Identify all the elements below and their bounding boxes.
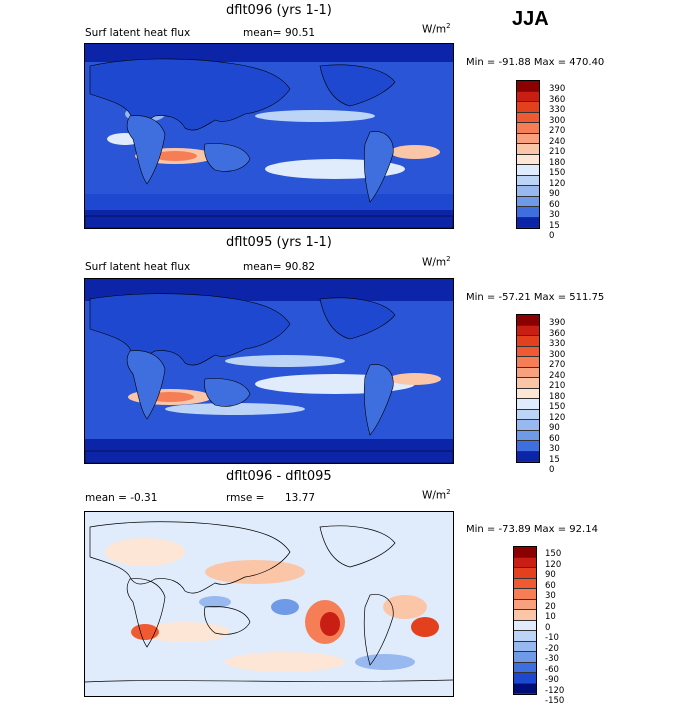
panel3-map [84,511,454,697]
panel1-map [84,43,454,229]
panel3-rmse-value: 13.77 [285,492,316,504]
panel3-colorbar [513,546,537,695]
panel3-rmse-label: rmse = [226,492,265,504]
panel2-mean-label: mean= [243,261,282,273]
panel2-title: dflt095 (yrs 1-1) [226,235,332,250]
panel2-mean-value: 90.82 [285,261,316,273]
panel1-mean-label: mean= [243,27,282,39]
panel2-minmax: Min = -57.21 Max = 511.75 [466,292,605,303]
panel1-units: W/m2 [422,22,451,36]
panel1-minmax: Min = -91.88 Max = 470.40 [466,57,605,68]
panel3-title: dflt096 - dflt095 [226,469,332,484]
panel3-minmax: Min = -73.89 Max = 92.14 [466,524,598,535]
panel2-units: W/m2 [422,255,451,269]
panel3-colorbar-labels: 150 120 90 60 30 20 10 0 -10 -20 -30 -60 -90 -120 -150 [545,549,565,706]
panel2-colorbar [516,314,540,463]
panel3-units: W/m2 [422,488,451,502]
panel1-mean-value: 90.51 [285,27,316,39]
panel3-mean-label: mean = -0.31 [85,492,158,504]
panel2-colorbar-labels: 390 360 330 300 270 240 210 180 150 120 90 60 30 15 0 [549,318,566,475]
panel2-variable-label: Surf latent heat flux [85,261,191,273]
panel1-colorbar [516,80,540,229]
panel2-map [84,278,454,464]
panel1-variable-label: Surf latent heat flux [85,27,191,39]
season-label: JJA [512,8,549,30]
panel1-title: dflt096 (yrs 1-1) [226,3,332,18]
panel1-colorbar-labels: 390 360 330 300 270 240 210 180 150 120 90 60 30 15 0 [549,84,566,241]
